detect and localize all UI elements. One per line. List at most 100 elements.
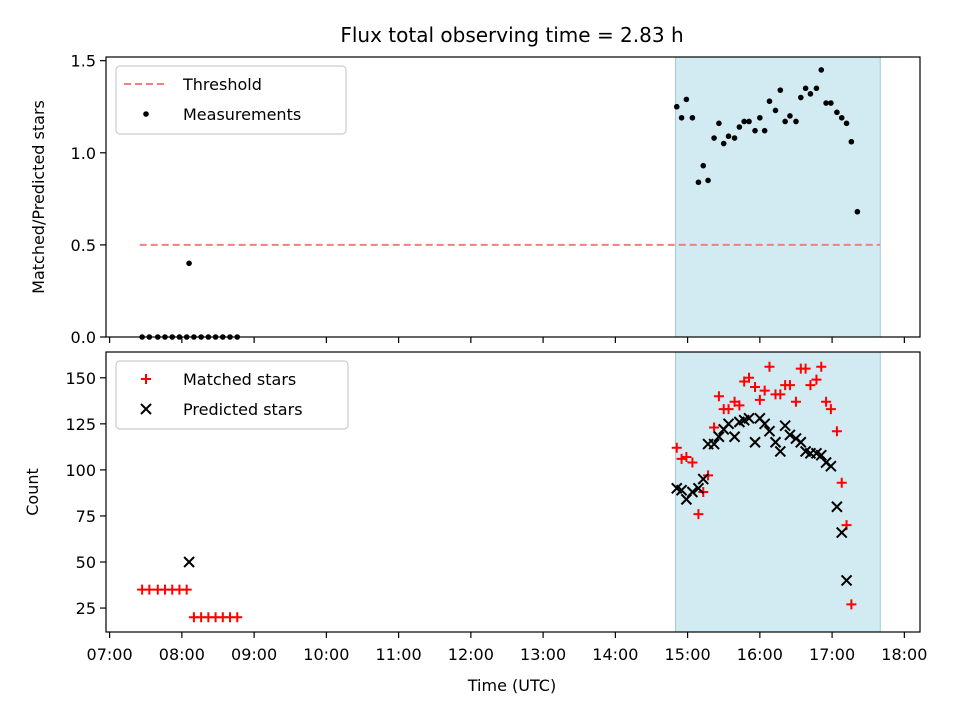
y-tick-label: 0.0 [71,328,96,347]
y-tick-label: 75 [76,507,96,526]
legend-label: Measurements [183,105,301,124]
measurement-point [838,114,845,121]
x-axis-label: Time (UTC) [467,676,556,695]
matched-stars-point [805,380,816,391]
predicted-stars-point [784,429,796,441]
matched-stars-point [713,391,724,402]
measurement-point [752,127,758,134]
legend-matched-swatch [141,374,151,384]
predicted-stars-point [697,473,709,485]
measurement-point [736,124,743,130]
measurement-point [834,109,840,116]
y-tick-label: 100 [65,461,96,480]
y-tick-label: 0.5 [71,236,96,255]
matched-stars-point [811,374,822,385]
predicted-stars-point [713,431,725,443]
predicted-stars-point [686,486,699,498]
predicted-stars-point [795,436,807,448]
x-tick-label: 12:00 [448,645,494,664]
matched-stars-point [775,389,786,400]
matched-stars-point [681,452,692,462]
measurement-point [711,135,717,141]
measurement-point [731,135,738,141]
x-tick-label: 09:00 [231,645,277,664]
y-tick-label: 50 [76,553,96,572]
y-tick-label: 150 [65,369,96,388]
legend-label: Threshold [182,75,262,94]
y-tick-label: 1.0 [71,144,96,163]
matched-stars-point [676,453,687,464]
x-tick-label: 13:00 [520,645,566,664]
predicted-stars-point [831,501,843,513]
matched-stars-point [784,380,795,391]
y-tick-label: 125 [65,415,96,434]
matched-stars-point [693,509,704,520]
predicted-stars-point [763,425,776,437]
matched-stars-point [764,361,775,372]
top-panel-y-axis-label: Matched/Predicted stars [29,100,48,294]
matched-stars-point [687,457,698,468]
measurement-point [787,113,793,119]
legend-box [115,360,349,430]
measurement-point [793,118,799,125]
measurement-point [848,138,855,145]
predicted-stars-point [675,484,688,496]
predicted-stars-point [749,436,761,448]
legend-predicted-swatch [140,403,152,415]
matched-stars-point [836,477,847,488]
matched-stars-point [759,385,770,396]
matched-stars-point [816,361,827,372]
matched-stars-point [144,584,155,595]
predicted-stars-point [722,418,735,430]
predicted-stars-point [836,526,848,539]
measurement-point [186,260,192,267]
legend-measurements-swatch [143,111,149,117]
legend-box [115,65,347,135]
measurement-point [807,91,814,97]
matched-stars-point [709,422,720,433]
legend-label: Matched stars [183,370,296,389]
measurement-point [823,100,829,106]
measurement-point [683,96,690,103]
matched-stars-point [750,382,761,392]
legend: Threshold Measurements [115,65,347,135]
measurement-point [797,94,804,101]
x-tick-label: 16:00 [737,645,783,664]
measurement-point [673,103,680,110]
measurement-point [766,98,773,105]
x-tick-label: 10:00 [303,645,349,664]
matched-stars-point [181,584,192,595]
measurement-point [777,87,784,93]
predicted-stars-point [769,436,782,448]
x-tick-label: 07:00 [87,645,133,664]
matched-stars-point [734,400,745,411]
measurement-point [746,118,752,125]
matched-stars-point [671,442,682,453]
bottom-panel-y-axis-label: Count [23,468,42,516]
predicted-stars-point [825,460,837,472]
legend-label: Predicted stars [183,400,303,419]
measurement-point [761,127,768,134]
predicted-stars-point [779,419,791,432]
x-tick-label: 17:00 [809,645,855,664]
bottom-panel: 25 50 75 100 125 150 07:00 08:00 09:00 10:00 11:00… [65,351,927,664]
measurement-point [843,120,850,127]
predicted-stars-point [183,556,195,568]
measurement-point [818,67,825,73]
measurement-point [678,114,685,121]
measurement-point [716,120,722,127]
x-tick-label: 14:00 [592,645,638,664]
measurement-point [757,114,763,121]
observing-span [675,351,881,633]
predicted-stars-point [840,574,853,587]
chart-title: Flux total observing time = 2.83 h [340,23,683,47]
predicted-stars-point [815,449,827,461]
top-panel: 0.0 0.5 1.0 1.5 Threshold Measurements [71,52,921,347]
matched-stars-point [821,396,832,407]
measurement-point [772,107,779,114]
x-tick-label: 15:00 [665,645,711,664]
measurement-point [705,177,711,184]
matched-stars-point [846,599,857,610]
series-measurements [139,67,861,340]
